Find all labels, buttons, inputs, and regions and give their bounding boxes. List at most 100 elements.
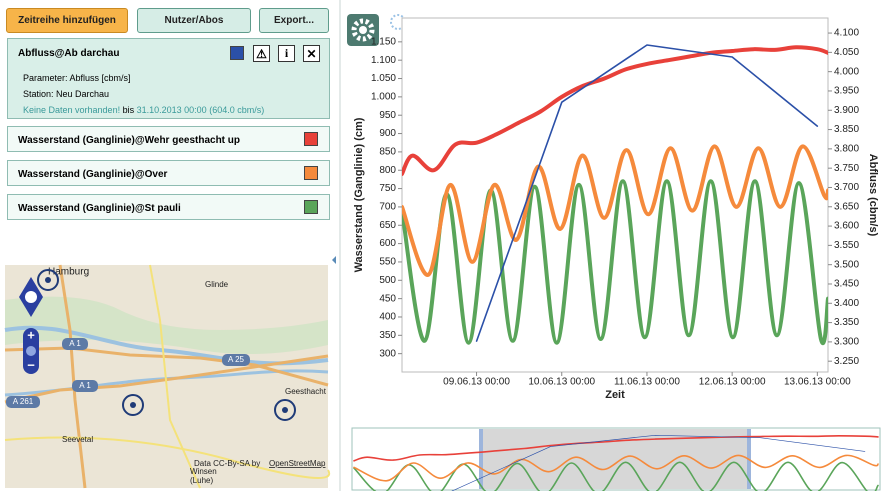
map-label: A 1 xyxy=(69,339,81,348)
y2-tick-label: 3.250 xyxy=(834,356,859,367)
timeseries-label: Wasserstand (Ganglinie)@Over xyxy=(18,169,168,180)
zoom-out[interactable]: − xyxy=(27,357,35,372)
y-tick-label: 1.000 xyxy=(371,92,396,103)
timeseries-label: Abfluss@Ab darchau xyxy=(18,48,120,59)
zoom-in[interactable]: + xyxy=(27,327,35,342)
series-line xyxy=(353,435,879,462)
map-river xyxy=(4,325,329,366)
x-tick-label: 10.06.13 00:00 xyxy=(528,377,595,388)
series-line xyxy=(402,144,828,277)
timeseries-item[interactable]: Wasserstand (Ganglinie)@Over xyxy=(7,160,330,186)
timeseries-item[interactable]: Abfluss@Ab darchau ⚠ i ✕ Parameter: Abfl… xyxy=(7,38,330,119)
road-shield xyxy=(72,380,98,392)
y2-tick-label: 3.450 xyxy=(834,279,859,290)
series-line xyxy=(475,44,819,342)
y-tick-label: 800 xyxy=(379,165,396,176)
station-marker[interactable] xyxy=(37,269,59,291)
y2-tick-label: 3.300 xyxy=(834,337,859,348)
color-swatch[interactable] xyxy=(304,166,318,180)
map-road xyxy=(149,264,201,489)
y2-tick-label: 4.050 xyxy=(834,47,859,58)
export-button[interactable]: Export... xyxy=(259,8,329,33)
map-label: Glinde xyxy=(205,280,229,289)
series-line xyxy=(353,454,879,482)
y-tick-label: 1.100 xyxy=(371,55,396,66)
map-label: Seevetal xyxy=(62,435,93,444)
y-tick-label: 500 xyxy=(379,275,396,286)
y2-tick-label: 3.350 xyxy=(834,317,859,328)
y2-tick-label: 3.650 xyxy=(834,201,859,212)
station-marker-dot xyxy=(130,402,136,408)
map[interactable]: Hamburg Glinde A 1 A 25 A 1 A 261 Geesth… xyxy=(4,264,331,489)
y2-tick-label: 3.950 xyxy=(834,86,859,97)
collapse-arrow[interactable] xyxy=(332,256,336,264)
y2-tick-label: 3.750 xyxy=(834,163,859,174)
y-tick-label: 850 xyxy=(379,147,396,158)
y-tick-label: 700 xyxy=(379,202,396,213)
info-icon[interactable]: i xyxy=(278,45,295,62)
warning-icon[interactable]: ⚠ xyxy=(253,45,270,62)
x-tick-label: 11.06.13 00:00 xyxy=(614,377,680,388)
y-tick-label: 950 xyxy=(379,110,396,121)
y-tick-label: 400 xyxy=(379,312,396,323)
map-label: Winsen xyxy=(190,467,217,476)
zoom-world[interactable] xyxy=(26,346,36,356)
color-swatch[interactable] xyxy=(304,132,318,146)
timeseries-item[interactable]: Wasserstand (Ganglinie)@Wehr geesthacht … xyxy=(7,126,330,152)
map-attribution-link[interactable]: OpenStreetMap xyxy=(269,459,326,468)
map-road xyxy=(4,354,329,404)
plot-area xyxy=(401,17,829,373)
x-tick-label: 13.06.13 00:00 xyxy=(784,377,851,388)
map-road xyxy=(58,264,87,489)
selection-handle[interactable] xyxy=(479,429,483,489)
plot-lines xyxy=(402,44,828,345)
map-road xyxy=(4,436,331,479)
color-swatch[interactable] xyxy=(304,200,318,214)
y-tick-label: 550 xyxy=(379,257,396,268)
parameter-text: Parameter: Abfluss [cbm/s] xyxy=(23,73,131,83)
timeseries-item[interactable]: Wasserstand (Ganglinie)@St pauli xyxy=(7,194,330,220)
x-tick-label: 12.06.13 00:00 xyxy=(699,377,766,388)
add-timeseries-button[interactable]: Zeitreihe hinzufügen xyxy=(6,8,128,33)
y-tick-label: 750 xyxy=(379,183,396,194)
road-shield xyxy=(62,338,88,350)
color-swatch[interactable] xyxy=(230,46,244,60)
users-button[interactable]: Nutzer/Abos xyxy=(137,8,251,33)
remove-icon[interactable]: ✕ xyxy=(303,45,320,62)
timeseries-label: Wasserstand (Ganglinie)@St pauli xyxy=(18,203,181,214)
series-line xyxy=(402,179,828,345)
x-tick-label: 09.06.13 00:00 xyxy=(443,377,510,388)
road-shield xyxy=(222,354,250,366)
y2-tick-label: 4.100 xyxy=(834,28,859,39)
station-marker[interactable] xyxy=(274,399,296,421)
y2-tick-label: 3.600 xyxy=(834,221,859,232)
y2-tick-label: 3.700 xyxy=(834,182,859,193)
until-text: bis xyxy=(122,105,135,115)
y2-tick-label: 3.400 xyxy=(834,298,859,309)
map-label: A 1 xyxy=(79,381,91,390)
y2-tick-label: 3.550 xyxy=(834,240,859,251)
pan-center xyxy=(25,291,37,303)
station-text: Station: Neu Darchau xyxy=(23,89,110,99)
map-road xyxy=(4,346,329,387)
overview-selection[interactable] xyxy=(482,429,748,489)
gear-hub xyxy=(359,26,367,34)
map-label: Hamburg xyxy=(48,267,89,278)
last-value-text: 31.10.2013 00:00 (604.0 cbm/s) xyxy=(136,105,265,115)
y2-tick-label: 3.500 xyxy=(834,259,859,270)
y-tick-label: 350 xyxy=(379,330,396,341)
y-tick-label: 650 xyxy=(379,220,396,231)
station-marker[interactable] xyxy=(122,394,144,416)
map-label: A 25 xyxy=(228,355,245,364)
x-axis-label: Zeit xyxy=(605,389,625,401)
road-shield xyxy=(6,396,40,408)
y-axis-label: Wasserstand (Ganglinie) (cm) xyxy=(353,117,365,272)
y-tick-label: 900 xyxy=(379,128,396,139)
y2-axis-label: Abfluss (cbm/s) xyxy=(867,154,879,237)
series-line xyxy=(353,461,879,491)
gear-icon xyxy=(351,18,375,42)
series-line xyxy=(451,434,866,491)
y2-tick-label: 3.850 xyxy=(834,124,859,135)
y-tick-label: 300 xyxy=(379,348,396,359)
